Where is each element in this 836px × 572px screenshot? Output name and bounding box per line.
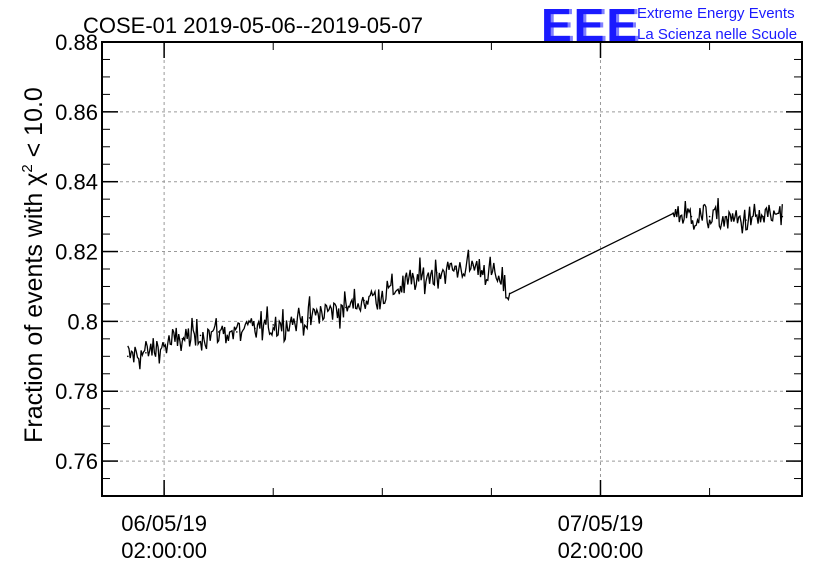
data-point: [436, 271, 438, 274]
y-tick-label: 0.86: [55, 100, 98, 125]
data-point: [163, 345, 165, 347]
y-tick-label: 0.76: [55, 449, 98, 474]
logo-line-1: Extreme Energy Events: [637, 5, 795, 22]
data-point: [454, 268, 456, 270]
eee-logo-mark: EEE: [541, 0, 640, 51]
logo-line-2: La Scienza nelle Scuole: [637, 26, 798, 43]
y-tick-label: 0.88: [55, 30, 98, 55]
data-point: [145, 352, 147, 354]
y-tick-label: 0.78: [55, 379, 98, 404]
data-point: [345, 306, 347, 309]
data-point: [672, 212, 674, 214]
x-tick-label-time: 02:00:00: [121, 538, 207, 563]
data-point: [199, 334, 202, 337]
data-point: [781, 215, 784, 218]
data-point: [217, 331, 220, 333]
y-tick-label: 0.84: [55, 170, 98, 195]
x-tick-label-date: 06/05/19: [121, 511, 207, 536]
data-point: [708, 215, 711, 218]
data-point: [127, 355, 129, 358]
axis-ticks: [102, 41, 802, 497]
x-tick-label-date: 07/05/19: [558, 511, 644, 536]
y-axis-label: Fraction of events with χ2 < 10.0: [19, 87, 48, 443]
data-point: [181, 338, 184, 340]
data-point: [417, 278, 420, 281]
data-point: [690, 215, 693, 218]
data-point: [236, 331, 238, 333]
x-tick-label-time: 02:00:00: [558, 538, 644, 563]
series-line: [127, 198, 783, 370]
data-point: [363, 299, 365, 302]
chart-title: COSE-01 2019-05-06--2019-05-07: [83, 13, 423, 38]
data-point: [472, 264, 475, 267]
data-point: [381, 292, 384, 295]
data-point: [763, 215, 765, 218]
y-tick-label: 0.8: [67, 309, 98, 334]
data-point: [490, 271, 493, 274]
data-point: [327, 310, 329, 312]
data-point: [290, 320, 293, 323]
tick-labels: 0.760.780.80.820.840.860.8806/05/1902:00…: [55, 30, 643, 563]
data-point: [308, 317, 311, 319]
data-point: [727, 219, 729, 221]
data-point: [508, 292, 511, 295]
series-layer: [127, 198, 784, 370]
data-point: [254, 327, 256, 330]
data-point: [272, 324, 275, 326]
y-tick-label: 0.82: [55, 240, 98, 265]
data-point: [745, 219, 747, 221]
data-point: [399, 285, 402, 288]
